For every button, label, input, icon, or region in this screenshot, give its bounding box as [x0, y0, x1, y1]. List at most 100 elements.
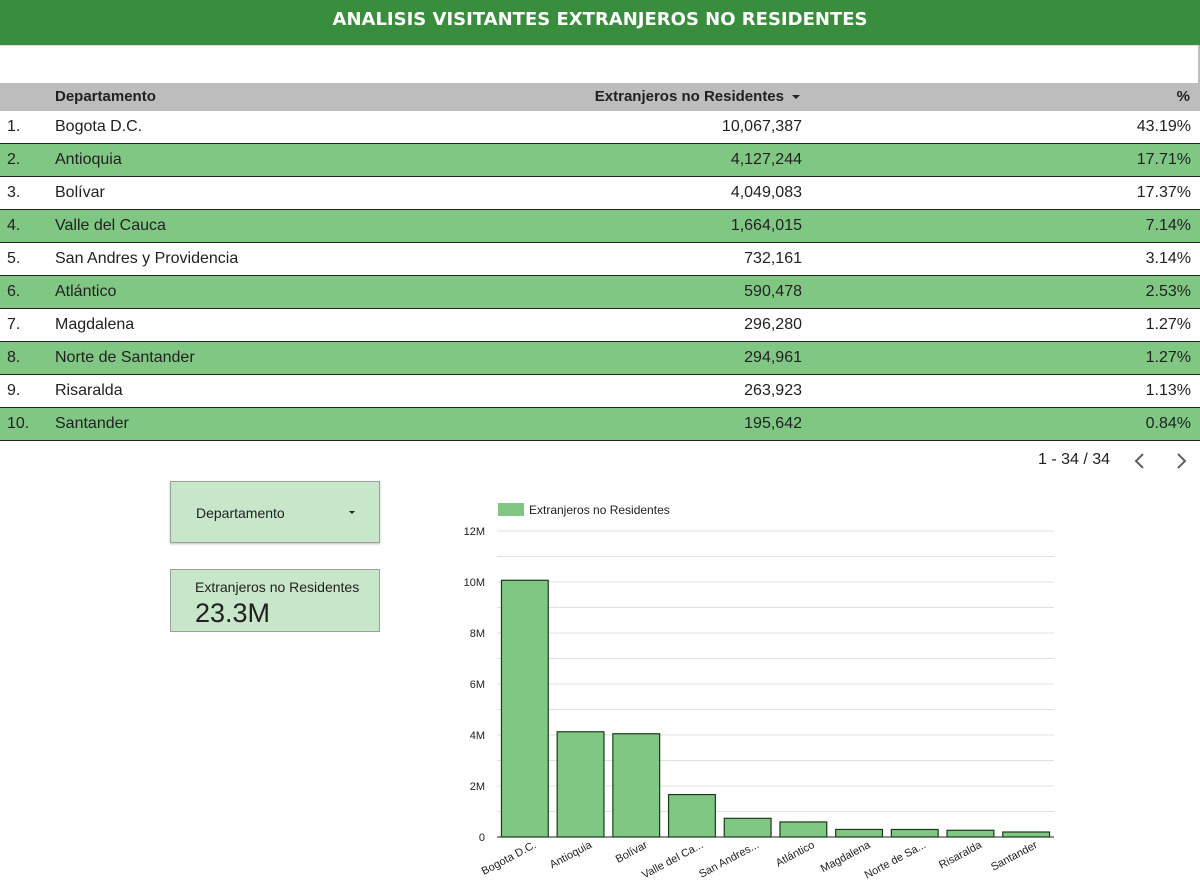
y-tick-label: 4M	[470, 730, 485, 742]
y-tick-label: 10M	[464, 577, 485, 589]
row-value: 263,923	[744, 382, 802, 399]
sort-desc-icon	[792, 95, 800, 100]
page-title: ANALISIS VISITANTES EXTRANJEROS NO RESID…	[332, 9, 868, 30]
row-index: 8.	[7, 349, 21, 366]
bar	[556, 731, 605, 838]
table-row[interactable]: 3. Bolívar 4,049,083 17.37%	[0, 177, 1200, 210]
total-scorecard: Extranjeros no Residentes 23.3M	[170, 569, 380, 632]
row-percent: 7.14%	[1145, 217, 1191, 234]
row-departamento: Magdalena	[55, 316, 135, 333]
row-index: 4.	[7, 217, 21, 234]
table-row[interactable]: 6. Atlántico 590,478 2.53%	[0, 276, 1200, 309]
bar-chart: 0 2M 4M 6M 8M 10M 12M Bogota D.C. Antioquia Bolív…	[464, 503, 1054, 882]
row-departamento: Atlántico	[55, 283, 117, 300]
row-value: 4,049,083	[730, 184, 802, 201]
table-row[interactable]: 7. Magdalena 296,280 1.27%	[0, 309, 1200, 342]
scrollbar[interactable]	[1198, 45, 1200, 83]
row-percent: 1.27%	[1145, 349, 1191, 366]
row-value: 10,067,387	[721, 118, 802, 135]
column-header-percent[interactable]: %	[1176, 88, 1190, 105]
bar	[835, 828, 884, 838]
y-tick-label: 6M	[470, 679, 485, 691]
row-departamento: Bogota D.C.	[55, 118, 143, 135]
legend-label: Extranjeros no Residentes	[529, 503, 670, 517]
x-tick-label: Norte de Sa...	[863, 839, 929, 881]
bar	[779, 821, 828, 838]
row-percent: 3.14%	[1145, 250, 1191, 267]
x-tick-label: Risaralda	[937, 839, 984, 872]
table-row[interactable]: 5. San Andres y Providencia 732,161 3.14%	[0, 243, 1200, 276]
table-header: Departamento Extranjeros no Residentes %	[0, 83, 1200, 111]
row-departamento: San Andres y Providencia	[55, 250, 239, 267]
row-index: 1.	[7, 118, 21, 135]
row-index: 5.	[7, 250, 21, 267]
row-departamento: Santander	[55, 415, 129, 432]
y-tick-label: 12M	[464, 526, 485, 538]
dashboard-header: ANALISIS VISITANTES EXTRANJEROS NO RESID…	[0, 0, 1200, 45]
row-value: 4,127,244	[730, 151, 802, 168]
row-index: 6.	[7, 283, 21, 300]
table-row[interactable]: 4. Valle del Cauca 1,664,015 7.14%	[0, 210, 1200, 243]
bar	[946, 829, 995, 838]
table-row[interactable]: 9. Risaralda 263,923 1.13%	[0, 375, 1200, 408]
row-index: 2.	[7, 151, 21, 168]
row-value: 590,478	[744, 283, 802, 300]
chevron-right-icon[interactable]	[1173, 451, 1189, 471]
chevron-left-icon[interactable]	[1132, 451, 1148, 471]
row-percent: 1.13%	[1145, 382, 1191, 399]
row-departamento: Bolívar	[55, 184, 105, 201]
row-value: 732,161	[744, 250, 802, 267]
scorecard-value: 23.3M	[195, 598, 271, 628]
table-body: 1. Bogota D.C. 10,067,387 43.19% 2. Antioquia…	[0, 111, 1200, 441]
column-header-departamento[interactable]: Departamento	[55, 88, 156, 105]
row-index: 10.	[7, 415, 30, 432]
x-tick-label: San Andres...	[697, 839, 761, 881]
row-percent: 17.71%	[1136, 151, 1191, 168]
row-percent: 17.37%	[1136, 184, 1191, 201]
row-departamento: Antioquia	[55, 151, 122, 168]
bar	[500, 579, 549, 838]
header-divider	[0, 45, 1200, 46]
x-tick-label: Valle del Ca...	[640, 839, 705, 881]
column-header-extranjeros-label: Extranjeros no Residentes	[594, 88, 784, 105]
x-tick-label: Santander	[989, 839, 1040, 874]
x-tick-label: Atlántico	[774, 839, 817, 869]
dropdown-caret-icon	[349, 511, 355, 514]
departamento-filter-dropdown[interactable]: Departamento	[170, 481, 380, 543]
row-value: 296,280	[744, 316, 802, 333]
y-tick-label: 8M	[470, 628, 485, 640]
row-index: 9.	[7, 382, 21, 399]
legend-swatch	[498, 503, 524, 516]
table-row[interactable]: 10. Santander 195,642 0.84%	[0, 408, 1200, 441]
x-tick-label: Antioquia	[548, 839, 595, 872]
row-departamento: Valle del Cauca	[55, 217, 166, 234]
row-index: 3.	[7, 184, 21, 201]
filter-label: Departamento	[196, 505, 285, 521]
row-value: 195,642	[744, 415, 802, 432]
row-value: 294,961	[744, 349, 802, 366]
scorecard-label: Extranjeros no Residentes	[195, 579, 360, 595]
y-tick-label: 2M	[470, 781, 485, 793]
row-departamento: Risaralda	[55, 382, 123, 399]
column-header-extranjeros[interactable]: Extranjeros no Residentes	[595, 88, 800, 105]
bar	[612, 733, 661, 838]
row-percent: 43.19%	[1136, 118, 1191, 135]
x-tick-label: Bogota D.C.	[480, 839, 539, 878]
departments-table: Departamento Extranjeros no Residentes %…	[0, 83, 1200, 441]
y-tick-label: 0	[479, 832, 485, 844]
row-percent: 0.84%	[1145, 415, 1191, 432]
row-index: 7.	[7, 316, 21, 333]
table-row[interactable]: 1. Bogota D.C. 10,067,387 43.19%	[0, 111, 1200, 144]
row-value: 1,664,015	[730, 217, 802, 234]
row-departamento: Norte de Santander	[55, 349, 195, 366]
bar	[1002, 831, 1051, 838]
bar	[723, 817, 772, 838]
table-row[interactable]: 8. Norte de Santander 294,961 1.27%	[0, 342, 1200, 375]
row-percent: 1.27%	[1145, 316, 1191, 333]
x-tick-label: Bolívar	[614, 839, 650, 866]
row-percent: 2.53%	[1145, 283, 1191, 300]
table-row[interactable]: 2. Antioquia 4,127,244 17.71%	[0, 144, 1200, 177]
pagination-label: 1 - 34 / 34	[1038, 451, 1111, 468]
bar	[667, 793, 716, 838]
bar	[890, 828, 939, 838]
